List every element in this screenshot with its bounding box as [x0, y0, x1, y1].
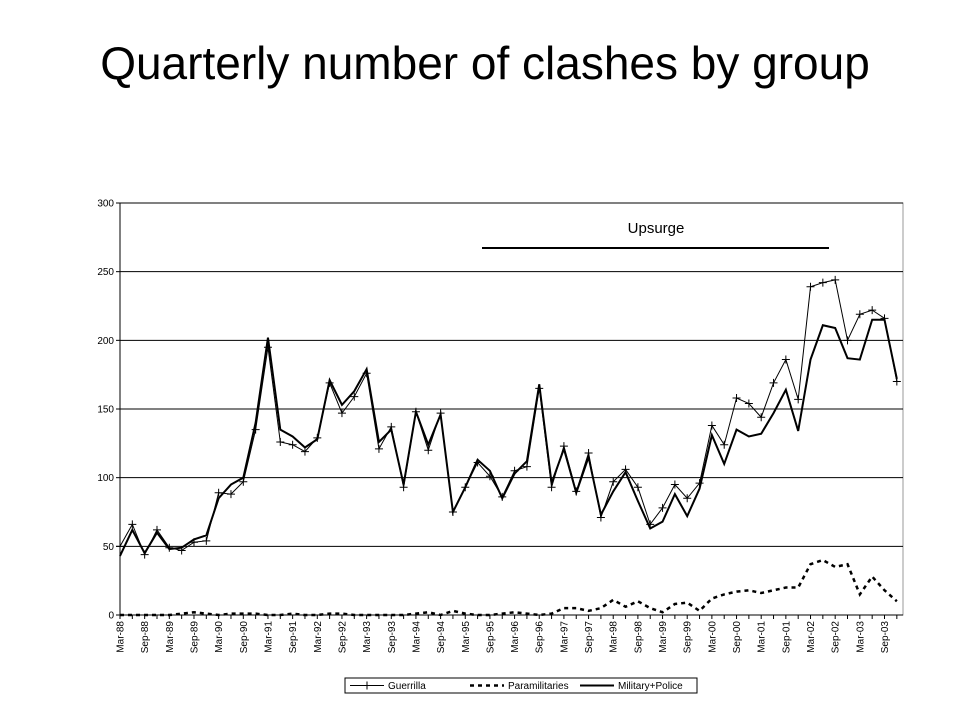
point-marker: [214, 488, 223, 497]
x-tick-label: Mar-93: [362, 621, 373, 653]
point-marker: [855, 310, 864, 319]
legend-label: Guerrilla: [388, 681, 426, 692]
point-marker: [300, 447, 309, 456]
y-tick-label: 200: [97, 336, 114, 347]
point-marker: [350, 392, 359, 401]
x-tick-label: Mar-02: [806, 621, 817, 653]
point-marker: [424, 446, 433, 455]
x-tick-label: Sep-98: [633, 621, 644, 654]
point-marker: [658, 503, 667, 512]
series-line: [119, 318, 898, 557]
point-marker: [276, 437, 285, 446]
x-tick-label: Mar-92: [313, 621, 324, 653]
point-marker: [707, 421, 716, 430]
point-marker: [781, 355, 790, 364]
legend-marker: [363, 681, 371, 690]
x-tick-label: Mar-90: [214, 621, 225, 653]
x-tick-label: Mar-01: [757, 621, 768, 653]
point-marker: [732, 394, 741, 403]
x-tick-label: Mar-03: [855, 621, 866, 653]
series-line: [120, 558, 898, 617]
x-tick-label: Sep-03: [880, 621, 891, 654]
point-marker: [522, 462, 531, 471]
point-marker: [670, 480, 679, 489]
point-marker: [757, 413, 766, 422]
point-marker: [288, 440, 297, 449]
point-marker: [202, 536, 211, 545]
x-tick-label: Mar-00: [707, 621, 718, 653]
point-marker: [547, 483, 556, 492]
legend-box: [344, 677, 698, 694]
x-tick-label: Sep-93: [387, 621, 398, 654]
x-tick-label: Sep-97: [584, 621, 595, 654]
point-marker: [843, 336, 852, 345]
x-tick-label: Mar-88: [116, 621, 127, 653]
x-tick-label: Sep-90: [239, 621, 250, 654]
x-tick-label: Sep-89: [189, 621, 200, 654]
point-marker: [239, 477, 248, 486]
point-marker: [769, 378, 778, 387]
x-tick-label: Sep-91: [288, 621, 299, 654]
annotation: Upsurge: [628, 220, 685, 237]
x-tick-label: Mar-95: [461, 621, 472, 653]
point-marker: [116, 542, 124, 551]
point-marker: [374, 444, 383, 453]
point-marker: [683, 494, 692, 503]
x-tick-label: Mar-91: [263, 621, 274, 653]
x-tick-label: Sep-02: [831, 621, 842, 654]
x-tick-label: Mar-99: [658, 621, 669, 653]
x-tick-label: Mar-96: [510, 621, 521, 653]
y-tick-label: 300: [97, 199, 114, 210]
x-tick-label: Mar-98: [609, 621, 620, 653]
x-tick-label: Sep-92: [337, 621, 348, 654]
point-marker: [831, 275, 840, 284]
point-marker: [806, 282, 815, 291]
point-marker: [818, 278, 827, 287]
x-tick-label: Sep-88: [140, 621, 151, 654]
point-marker: [609, 477, 618, 486]
point-marker: [337, 409, 346, 418]
x-tick-label: Sep-95: [485, 621, 496, 654]
x-tick-label: Sep-00: [732, 621, 743, 654]
y-tick-label: 250: [97, 267, 114, 278]
y-tick-label: 50: [103, 542, 115, 553]
y-tick-label: 0: [108, 611, 114, 622]
x-tick-label: Sep-01: [781, 621, 792, 654]
point-marker: [744, 399, 753, 408]
point-marker: [720, 440, 729, 449]
point-marker: [794, 395, 803, 404]
x-tick-label: Sep-99: [683, 621, 694, 654]
y-tick-label: 100: [97, 473, 114, 484]
legend-label: Military+Police: [618, 681, 683, 692]
x-tick-label: Mar-89: [165, 621, 176, 653]
x-tick-label: Sep-96: [535, 621, 546, 654]
point-marker: [128, 520, 137, 529]
x-tick-label: Mar-97: [559, 621, 570, 653]
chart-title: Quarterly number of clashes by group: [100, 37, 870, 89]
x-tick-label: Sep-94: [436, 621, 447, 654]
x-tick-label: Mar-94: [411, 621, 422, 653]
legend-label: Paramilitaries: [508, 681, 569, 692]
point-marker: [892, 377, 901, 386]
point-marker: [226, 490, 235, 499]
y-tick-label: 150: [97, 405, 114, 416]
series-line: [119, 279, 898, 556]
point-marker: [868, 306, 877, 315]
point-marker: [633, 483, 642, 492]
